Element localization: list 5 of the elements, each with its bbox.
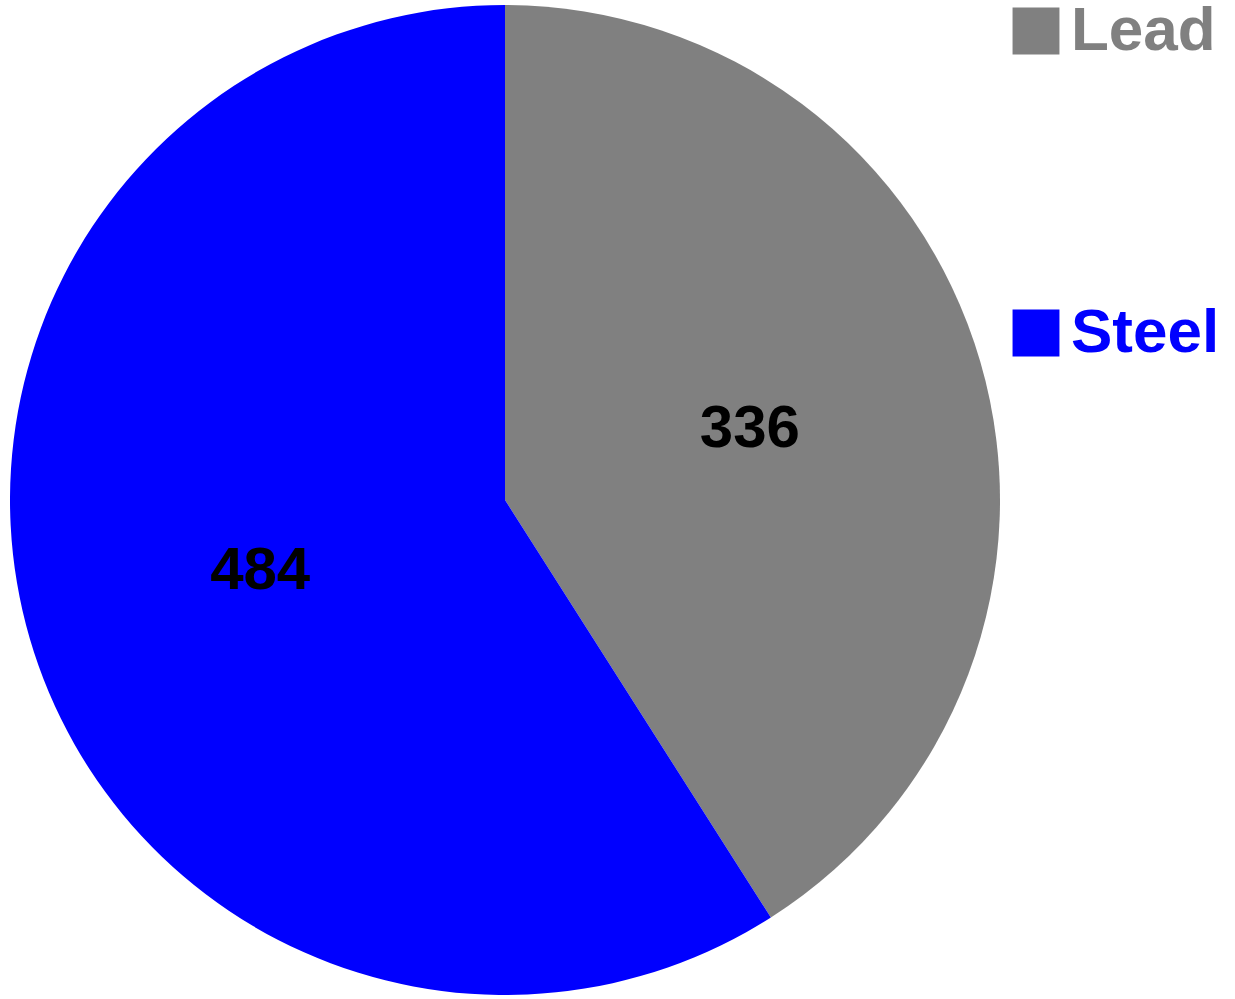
legend-label: Lead: [1071, 0, 1216, 63]
legend-label: Steel: [1071, 296, 1220, 365]
pie-slice: [505, 5, 1000, 918]
data-label: 484: [210, 535, 311, 603]
data-label: 336: [699, 392, 800, 460]
